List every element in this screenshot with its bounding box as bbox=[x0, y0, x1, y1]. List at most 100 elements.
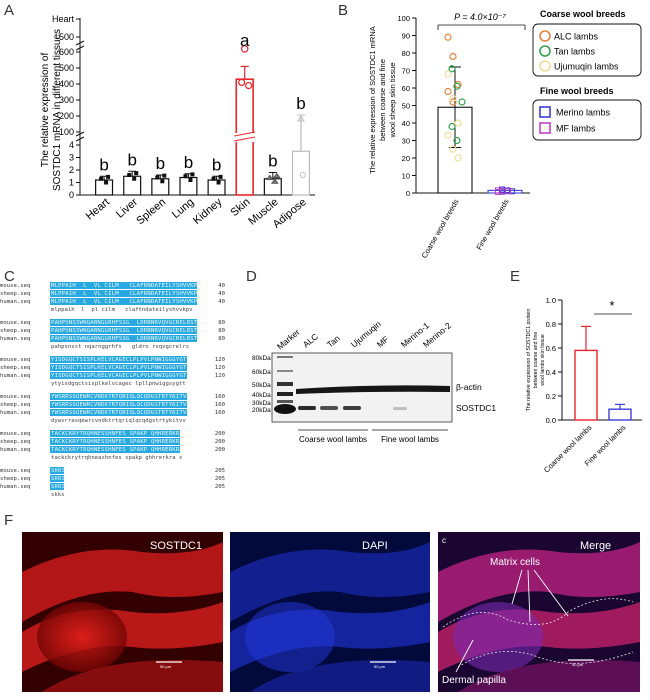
chart-a-tissue-expression: The relative expression of SOSTDC1 mRNA … bbox=[40, 14, 315, 231]
chart-e-significance: * bbox=[609, 298, 614, 313]
alignment-row: human.seq SKKS 205 bbox=[0, 483, 235, 491]
chart-b-tick-label: 50 bbox=[402, 102, 410, 111]
chart-e-tick-label: 0.4 bbox=[546, 368, 556, 377]
alignment-consensus-text: tackckrytrqhneashnfes spakp ghhrerkra s bbox=[51, 455, 183, 461]
alignment-position-number: 200 bbox=[214, 431, 225, 437]
alignment-consensus-row: mlppaih l pl cilm claftndateilyshvvkpv bbox=[0, 306, 235, 314]
panel-letter-f: F bbox=[4, 512, 14, 529]
alignment-row: sheep.seq YISDGQCTSISPLKELVCAGECLPLPVLPNW… bbox=[0, 364, 235, 372]
alignment-row: sheep.seq MLPPAIH L VL CILM CLAFRNDATEILY… bbox=[0, 290, 235, 298]
chart-b-tick-label: 30 bbox=[402, 137, 410, 146]
point-lung bbox=[190, 172, 195, 177]
alignment-row: mouse.seq MLPPAIH L VL CILM CLAFRNDATEILY… bbox=[0, 282, 235, 290]
point-alc-lambs bbox=[449, 98, 457, 106]
ladder-blob bbox=[274, 404, 296, 414]
micrograph-corner-c: c bbox=[442, 536, 446, 545]
alignment-seq-name: sheep.seq bbox=[0, 439, 31, 445]
legend-label-tan-lambs: Tan lambs bbox=[554, 47, 596, 57]
alignment-seq-name: mouse.seq bbox=[0, 283, 31, 289]
point-tan-lambs bbox=[453, 82, 461, 90]
alignment-highlight bbox=[50, 467, 64, 474]
alignment-seq-name: human.seq bbox=[0, 373, 31, 379]
alignment-consensus-text: mlppaih l pl cilm claftndateilyshvvkpv bbox=[51, 307, 193, 313]
alignment-highlight bbox=[50, 327, 197, 334]
chart-a-tick-label: 3 bbox=[69, 153, 74, 163]
micrograph-dapi-image bbox=[230, 532, 430, 692]
chart-e-tick-label: 0.0 bbox=[546, 416, 556, 425]
point-alc-lambs bbox=[444, 87, 452, 96]
chart-e-protein-expression: The relative expression of SOSTDC1 prote… bbox=[526, 296, 642, 475]
chart-b-tick-label: 60 bbox=[402, 84, 410, 93]
blot-sostdc1-label: SOSTDC1 bbox=[456, 403, 496, 413]
ladder-band bbox=[277, 400, 293, 403]
chart-a-tick-label: Heart bbox=[52, 14, 75, 24]
point-kidney bbox=[216, 180, 221, 185]
legend-fine-box bbox=[532, 99, 642, 141]
point-muscle bbox=[272, 172, 281, 179]
point-merino-lambs bbox=[509, 188, 515, 195]
alignment-seq-text: SKKS bbox=[51, 484, 66, 490]
point-liver bbox=[134, 171, 139, 176]
legend-marker-mf-lambs bbox=[539, 122, 551, 134]
alignment-highlight bbox=[50, 364, 187, 371]
alignment-highlight bbox=[50, 409, 187, 416]
alignment-highlight bbox=[50, 372, 187, 379]
alignment-position-number: 120 bbox=[214, 373, 225, 379]
significance-letter-heart: b bbox=[99, 155, 108, 174]
alignment-seq-name: sheep.seq bbox=[0, 365, 31, 371]
micrograph-sostdc1-image bbox=[22, 532, 223, 692]
alignment-row: sheep.seq TACKCKRYTRQHNESSHNFES SPAKP QHH… bbox=[0, 438, 235, 446]
point-lung bbox=[188, 178, 193, 182]
alignment-consensus-text: pahpsnsst nqarnggrhfs gldrn rvqvgcrelrs bbox=[51, 344, 190, 350]
western-blot-figure: Marker ALC Tan Ujumuqin MF Merino-1 Meri… bbox=[252, 319, 496, 444]
kda-20: 20kDa bbox=[252, 407, 271, 414]
alignment-consensus-text: skks bbox=[51, 492, 65, 498]
chart-b-tick-label: 40 bbox=[402, 119, 410, 128]
alignment-seq-text: YWSRRSSQEWRCVNDKTRTQRIQLQCQDGSTRTYKITVV bbox=[51, 394, 191, 400]
point-kidney bbox=[218, 174, 223, 179]
point-ujumuqin-lambs bbox=[454, 119, 462, 127]
legend-coarse-box bbox=[532, 23, 642, 77]
alignment-seq-name: mouse.seq bbox=[0, 357, 31, 363]
alignment-row: mouse.seq YWSRRSSQEWRCVNDKTRTQRIQLQCQDGST… bbox=[0, 393, 235, 401]
alignment-seq-name: sheep.seq bbox=[0, 402, 31, 408]
alignment-consensus-text: dywsrrasqewrcvndktrtqriqlqcqdgstrtykitvv bbox=[51, 418, 186, 424]
legend-marker-merino-lambs bbox=[539, 106, 551, 118]
alignment-highlight bbox=[50, 475, 64, 482]
alignment-row: mouse.seq YISDGQCTSISPLKELVCAGECLPLPVLPNW… bbox=[0, 356, 235, 364]
panel-letter-e: E bbox=[510, 268, 521, 285]
significance-letter-kidney: b bbox=[212, 155, 221, 174]
ladder-band bbox=[277, 382, 293, 386]
scale-bar-text-3: 50 μm bbox=[572, 662, 584, 667]
chart-e-tick-label: 0.6 bbox=[546, 344, 556, 353]
alignment-highlight bbox=[50, 335, 197, 342]
point-tan-lambs bbox=[458, 98, 466, 106]
alignment-position-number: 40 bbox=[218, 299, 225, 305]
point-ujumuqin-lambs bbox=[444, 70, 452, 78]
legend-marker-tan-lambs bbox=[539, 45, 551, 57]
chart-b-category-label: Fine wool breeds bbox=[474, 197, 510, 251]
alignment-position-number: 80 bbox=[218, 336, 225, 342]
alignment-position-number: 160 bbox=[214, 394, 225, 400]
ladder-band bbox=[277, 356, 293, 358]
alignment-seq-text: PAHPSNSSWNQARNGGRHFSSG LDRRNRVQVGCRELRST… bbox=[51, 320, 201, 326]
micrograph-label-sostdc1: SOSTDC1 bbox=[150, 540, 202, 552]
scale-bar-text-2: 50 μm bbox=[374, 664, 386, 669]
point-kidney bbox=[211, 176, 216, 181]
alignment-consensus-row: skks bbox=[0, 491, 235, 499]
point-heart bbox=[106, 174, 111, 179]
chart-a-ylabel-1: The relative expression of bbox=[40, 53, 51, 168]
category-label-heart: Heart bbox=[84, 196, 112, 222]
alignment-position-number: 205 bbox=[214, 468, 225, 474]
alignment-row: human.seq YISDGQCTSISPLKELVCAGECLPLPVLPNW… bbox=[0, 372, 235, 380]
alignment-highlight bbox=[50, 483, 64, 490]
chart-a-tick-label: 200 bbox=[59, 111, 74, 121]
chart-a-tick-label: 100 bbox=[59, 127, 74, 137]
kda-50: 50kDa bbox=[252, 382, 271, 389]
panel-letter-d: D bbox=[246, 268, 257, 285]
alignment-seq-name: human.seq bbox=[0, 299, 31, 305]
group-label-fine: Fine wool lambs bbox=[381, 435, 439, 444]
chart-b-tick-label: 70 bbox=[402, 67, 410, 76]
micrograph-merge-image bbox=[438, 532, 640, 692]
point-liver bbox=[127, 173, 132, 177]
